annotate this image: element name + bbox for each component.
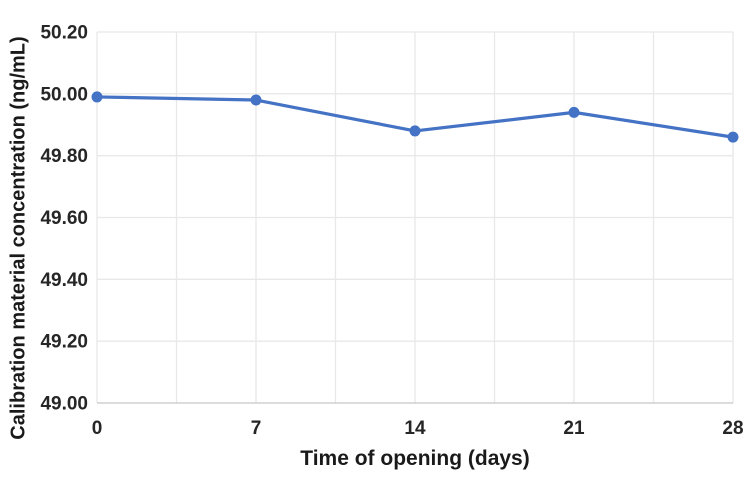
x-tick-label: 21 [563,418,585,439]
data-point-marker [250,94,262,106]
data-point-marker [409,125,421,137]
x-axis-title: Time of opening (days) [300,447,530,470]
x-tick-label: 28 [722,418,743,439]
x-tick-label: 14 [404,418,426,439]
y-tick-label: 49.80 [40,146,88,167]
data-point-marker [727,131,739,143]
data-point-marker [91,91,103,103]
data-point-marker [568,106,580,118]
x-tick-label: 0 [92,418,103,439]
x-tick-label: 7 [251,418,262,439]
y-tick-label: 49.20 [40,332,88,353]
y-tick-label: 49.40 [40,270,88,291]
y-tick-label: 49.60 [40,208,88,229]
y-tick-label: 50.20 [40,23,88,44]
y-axis-title: Calibration material concentration (ng/m… [7,36,30,440]
y-tick-label: 49.00 [40,394,88,415]
y-tick-label: 50.00 [40,84,88,105]
